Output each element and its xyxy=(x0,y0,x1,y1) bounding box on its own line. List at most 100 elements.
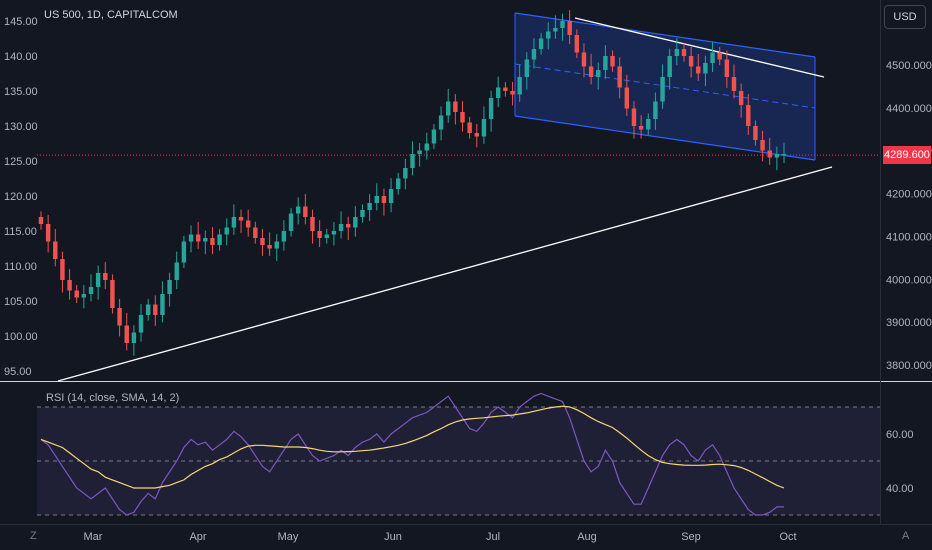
candle-body xyxy=(38,217,44,224)
candle-body xyxy=(295,206,301,214)
candle-body xyxy=(317,231,322,238)
left-axis-tick: 135.00 xyxy=(4,86,38,98)
right-axis-tick: 4400.000 xyxy=(886,103,932,115)
right-axis-tick: 4100.000 xyxy=(886,231,932,243)
candle-body xyxy=(646,119,651,130)
candle-body xyxy=(410,154,415,168)
rsi-band-fill xyxy=(37,407,880,515)
candle-body xyxy=(767,150,772,158)
drawings xyxy=(37,12,880,382)
candle-body xyxy=(231,217,237,228)
candle-body xyxy=(460,112,465,123)
candle-body xyxy=(103,273,108,280)
candle-body xyxy=(274,241,279,249)
candle-body xyxy=(746,105,751,126)
candle-body xyxy=(610,56,615,67)
support-trendline xyxy=(57,166,833,382)
left-axis-tick: 105.00 xyxy=(4,296,38,308)
candle-body xyxy=(67,280,72,291)
candle-body xyxy=(560,21,565,28)
candle-body xyxy=(553,28,558,32)
time-axis-tick: Aug xyxy=(577,531,597,543)
candle-body xyxy=(345,224,351,228)
candle-body xyxy=(195,234,201,242)
left-axis-tick: 115.00 xyxy=(4,226,37,238)
candle-body xyxy=(574,35,580,53)
candle-body xyxy=(474,133,480,137)
candle-body xyxy=(160,294,165,315)
candle-body xyxy=(753,126,758,140)
candle-body xyxy=(531,49,537,60)
candle-body xyxy=(417,150,422,154)
candle-body xyxy=(717,52,722,60)
right-axis-tick: 4000.000 xyxy=(886,274,932,286)
candle-body xyxy=(431,129,437,144)
candle-body xyxy=(453,101,458,112)
left-axis-tick: 95.00 xyxy=(4,366,32,378)
candle-body xyxy=(145,304,151,315)
candle-body xyxy=(403,168,408,179)
candle-body xyxy=(703,63,708,74)
candle-body xyxy=(667,56,672,77)
candle-body xyxy=(281,231,287,242)
candle-body xyxy=(674,49,680,56)
left-axis-tick: 125.00 xyxy=(4,156,38,168)
left-axis-tick: 120.00 xyxy=(4,191,38,203)
candle-body xyxy=(517,77,522,95)
candle-body xyxy=(488,98,494,119)
candle-body xyxy=(267,245,272,249)
candle-body xyxy=(203,238,208,242)
candle-body xyxy=(153,304,158,315)
candle-body xyxy=(381,196,387,203)
candle-body xyxy=(638,126,644,130)
candle-body xyxy=(245,220,251,228)
right-axis-tick: 4200.000 xyxy=(886,189,932,201)
candle-body xyxy=(688,56,694,67)
candle-body xyxy=(45,224,51,242)
candle-body xyxy=(731,77,737,91)
candle-body xyxy=(681,49,687,56)
candles xyxy=(38,10,787,356)
candle-body xyxy=(367,203,372,210)
candle-body xyxy=(253,227,258,238)
rsi-legend[interactable]: RSI (14, close, SMA, 14, 2) xyxy=(46,392,180,404)
candle-body xyxy=(217,234,222,245)
candle-body xyxy=(224,227,229,235)
candle-body xyxy=(581,52,587,67)
candle-body xyxy=(181,241,187,263)
auto-scale-button[interactable]: A xyxy=(902,530,910,542)
candle-body xyxy=(738,91,744,105)
symbol-title[interactable]: US 500, 1D, CAPITALCOM xyxy=(44,9,178,21)
left-axis-tick: 110.00 xyxy=(4,261,37,273)
candle-body xyxy=(303,206,308,217)
left-axis-tick: 100.00 xyxy=(4,331,38,343)
candle-body xyxy=(424,143,430,151)
candle-body xyxy=(467,122,472,133)
candle-body xyxy=(503,87,508,91)
candle-body xyxy=(110,280,115,308)
time-axis-tick: Sep xyxy=(681,531,701,543)
candle-body xyxy=(81,294,87,298)
candle-body xyxy=(596,70,601,77)
grid xyxy=(0,0,932,525)
candle-body xyxy=(167,280,172,294)
left-axis-tick: 145.00 xyxy=(4,16,38,28)
zoom-icon[interactable]: Z xyxy=(30,530,37,542)
candle-body xyxy=(631,108,637,126)
candle-body xyxy=(395,178,401,189)
right-axis-tick: 3900.000 xyxy=(886,317,932,329)
candle-body xyxy=(481,119,487,137)
candle-body xyxy=(117,308,122,326)
candle-body xyxy=(124,325,129,343)
rsi-sma-line xyxy=(40,405,785,489)
candle-body xyxy=(588,66,594,77)
currency-button[interactable]: USD xyxy=(884,5,926,29)
channel-lower xyxy=(514,115,816,161)
candle-body xyxy=(174,262,179,280)
candle-body xyxy=(388,189,394,203)
right-axis-tick: 4500.000 xyxy=(886,60,932,72)
time-axis-tick: Oct xyxy=(779,531,796,543)
candle-body xyxy=(131,332,137,343)
